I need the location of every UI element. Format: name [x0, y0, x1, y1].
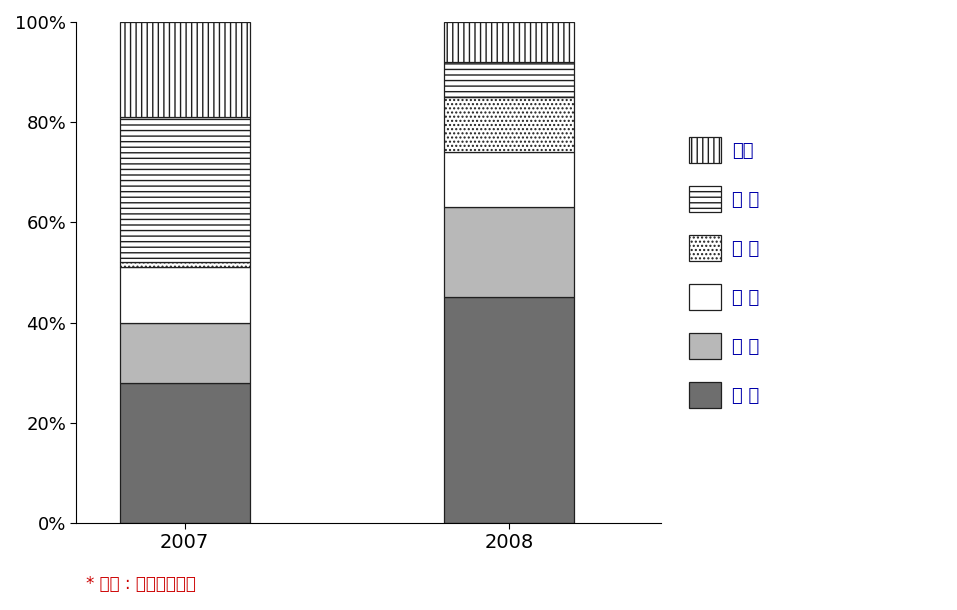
Bar: [444, 298, 574, 523]
Bar: [444, 97, 574, 152]
Bar: [120, 262, 250, 267]
Bar: [444, 207, 574, 298]
Bar: [120, 382, 250, 523]
Legend: 기타, 중 국, 대 만, 미 국, 홍 콩, 일 본: 기타, 중 국, 대 만, 미 국, 홍 콩, 일 본: [681, 130, 767, 415]
Bar: [444, 62, 574, 97]
Text: * 자료 : 한국무역협회: * 자료 : 한국무역협회: [86, 575, 196, 593]
Bar: [120, 22, 250, 117]
Bar: [120, 323, 250, 382]
Bar: [444, 152, 574, 207]
Bar: [120, 117, 250, 262]
Bar: [120, 267, 250, 323]
Bar: [444, 22, 574, 62]
